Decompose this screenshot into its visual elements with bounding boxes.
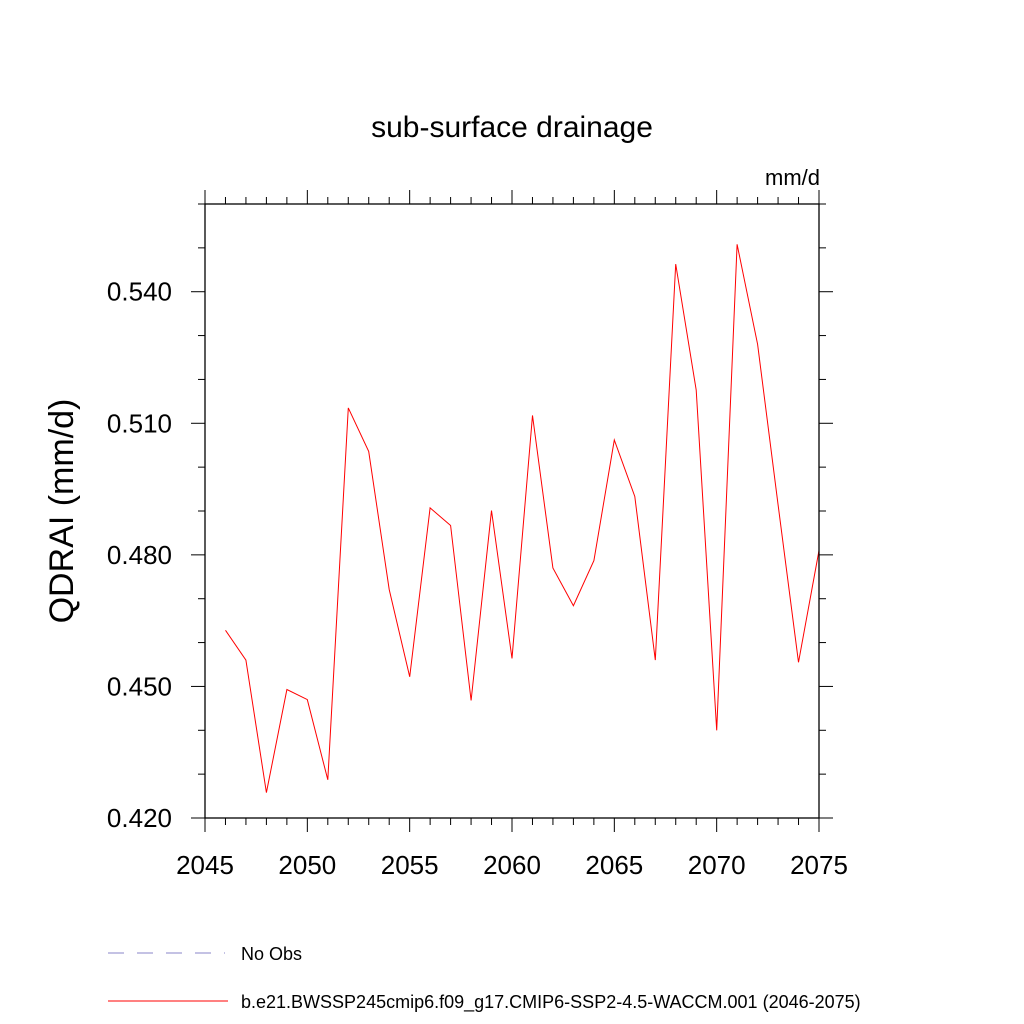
- series-line: [225, 244, 820, 793]
- x-tick-label: 2070: [688, 850, 746, 880]
- units-label: mm/d: [765, 165, 820, 190]
- x-tick-label: 2050: [278, 850, 336, 880]
- legend-label-waccm: b.e21.BWSSP245cmip6.f09_g17.CMIP6-SSP2-4…: [241, 992, 861, 1013]
- x-tick-label: 2075: [790, 850, 848, 880]
- x-tick-label: 2065: [585, 850, 643, 880]
- y-tick-label: 0.420: [107, 803, 172, 833]
- plot-frame: [204, 203, 820, 819]
- y-tick-label: 0.450: [107, 671, 172, 701]
- y-tick-label: 0.540: [107, 277, 172, 307]
- y-axis-label: QDRAI (mm/d): [43, 399, 81, 624]
- x-tick-label: 2060: [483, 850, 541, 880]
- y-tick-label: 0.480: [107, 540, 172, 570]
- series-layer: [225, 244, 820, 793]
- legend: No Obs b.e21.BWSSP245cmip6.f09_g17.CMIP6…: [108, 944, 861, 1013]
- legend-label-no-obs: No Obs: [241, 944, 302, 964]
- axis-ticks: 2045 2050 2055 2060 2065 2070 2075 0.420 0.450 0.…: [107, 190, 848, 880]
- x-tick-label: 2045: [176, 850, 234, 880]
- x-tick-label: 2055: [381, 850, 439, 880]
- y-tick-label: 0.510: [107, 408, 172, 438]
- chart-title: sub-surface drainage: [371, 111, 653, 144]
